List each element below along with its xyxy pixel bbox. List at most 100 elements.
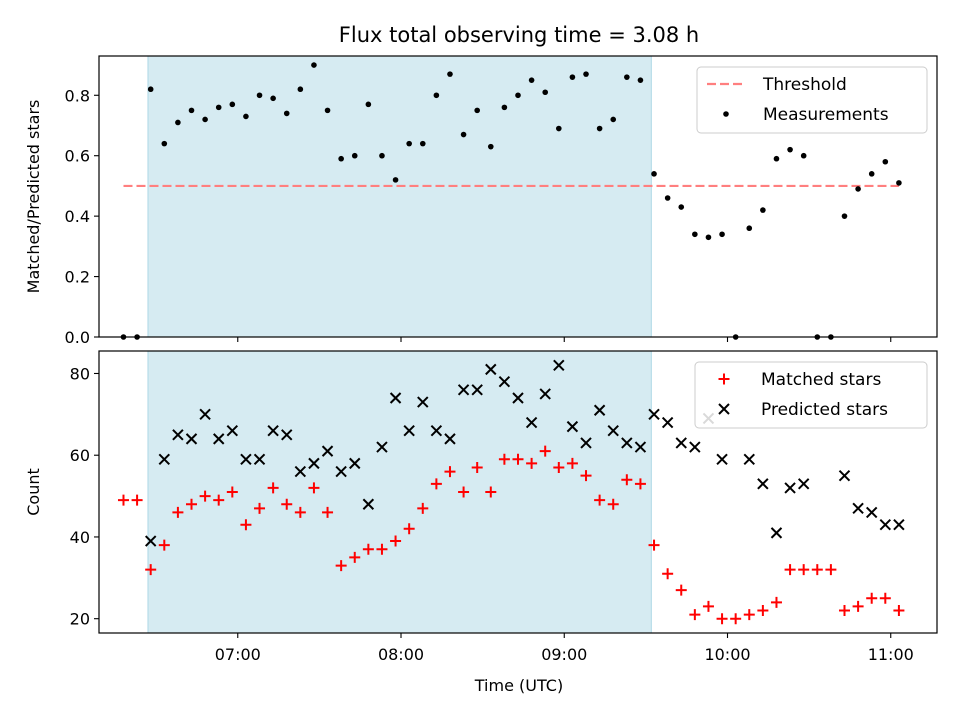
legend-x-swatch bbox=[718, 403, 730, 415]
data-point bbox=[689, 441, 701, 453]
legend-label: Predicted stars bbox=[761, 400, 888, 420]
figure-title: Flux total observing time = 3.08 h bbox=[339, 23, 699, 47]
data-point bbox=[838, 605, 850, 617]
bottom-panel: 07:00 08:00 09:00 10:00 11:00 20 40 60 80 Count Ma… bbox=[24, 350, 938, 664]
data-point bbox=[213, 494, 225, 506]
data-point bbox=[321, 445, 334, 457]
data-point bbox=[648, 539, 660, 551]
data-point bbox=[444, 466, 456, 478]
data-point bbox=[365, 101, 372, 108]
data-point bbox=[362, 543, 374, 555]
data-point bbox=[485, 486, 497, 498]
data-point bbox=[634, 478, 646, 490]
y-axis-label: Matched/Predicted stars bbox=[24, 100, 43, 294]
data-point bbox=[512, 392, 524, 404]
x-tick-label: 07:00 bbox=[215, 645, 261, 664]
data-point bbox=[882, 158, 889, 165]
data-point bbox=[240, 519, 252, 531]
data-point bbox=[308, 482, 320, 494]
data-point bbox=[390, 535, 402, 547]
data-point bbox=[226, 486, 238, 498]
data-point bbox=[175, 119, 181, 126]
data-point bbox=[661, 416, 674, 429]
data-point bbox=[213, 433, 225, 445]
data-point bbox=[474, 107, 480, 114]
data-point bbox=[419, 140, 426, 147]
data-point bbox=[349, 551, 361, 563]
x-tick-label: 08:00 bbox=[378, 645, 424, 664]
data-point bbox=[403, 523, 415, 535]
data-point bbox=[825, 564, 837, 576]
data-point bbox=[498, 453, 510, 465]
data-point bbox=[838, 469, 851, 482]
data-point bbox=[335, 465, 347, 478]
data-point bbox=[553, 461, 565, 473]
data-point bbox=[664, 195, 671, 201]
data-point bbox=[144, 535, 157, 547]
data-point bbox=[444, 433, 456, 445]
data-point bbox=[322, 506, 334, 518]
y-tick-label: 0.0 bbox=[65, 328, 90, 347]
series-measurements bbox=[120, 62, 902, 340]
data-point bbox=[716, 613, 728, 625]
y-tick-label: 0.8 bbox=[65, 86, 90, 105]
data-point bbox=[281, 498, 293, 510]
x-axis-label: Time (UTC) bbox=[474, 676, 563, 695]
legend-plus-swatch bbox=[718, 373, 730, 385]
data-point bbox=[607, 424, 619, 437]
data-point bbox=[580, 437, 592, 449]
legend-label: Threshold bbox=[762, 75, 847, 95]
data-point bbox=[324, 107, 331, 114]
data-point bbox=[457, 384, 470, 396]
data-point bbox=[335, 560, 347, 572]
data-point bbox=[760, 207, 766, 213]
data-point bbox=[705, 234, 712, 241]
top-panel: 0.0 0.2 0.4 0.6 0.8 Matched/Predicted stars Th… bbox=[24, 55, 938, 347]
data-point bbox=[852, 600, 864, 612]
data-point bbox=[403, 424, 415, 437]
data-point bbox=[338, 155, 344, 162]
data-point bbox=[773, 155, 780, 162]
data-point bbox=[188, 107, 195, 114]
data-point bbox=[256, 92, 263, 99]
data-point bbox=[161, 140, 168, 147]
series-matched-stars bbox=[117, 445, 905, 625]
data-point bbox=[596, 125, 603, 132]
data-point bbox=[229, 101, 236, 108]
data-point bbox=[199, 408, 211, 421]
data-point bbox=[539, 388, 551, 400]
data-point bbox=[297, 86, 304, 93]
data-point bbox=[283, 110, 290, 117]
data-point bbox=[746, 225, 753, 232]
data-point bbox=[158, 539, 170, 551]
data-point bbox=[525, 416, 538, 429]
data-point bbox=[215, 104, 222, 111]
data-point bbox=[556, 125, 562, 132]
data-point bbox=[186, 498, 198, 510]
data-point bbox=[757, 478, 769, 490]
data-point bbox=[460, 131, 467, 138]
data-point bbox=[512, 453, 524, 465]
data-point bbox=[226, 424, 239, 437]
data-point bbox=[147, 86, 154, 93]
data-point bbox=[308, 457, 320, 470]
data-point bbox=[539, 445, 551, 457]
data-point bbox=[770, 527, 783, 539]
data-point bbox=[610, 116, 617, 123]
data-point bbox=[692, 231, 698, 238]
data-point bbox=[485, 363, 497, 376]
data-point bbox=[311, 62, 317, 68]
data-point bbox=[158, 453, 171, 466]
data-point bbox=[757, 605, 769, 617]
data-point bbox=[430, 424, 443, 437]
data-point bbox=[430, 478, 442, 490]
data-point bbox=[243, 113, 249, 120]
data-point bbox=[879, 518, 892, 531]
data-point bbox=[526, 457, 538, 469]
data-point bbox=[743, 609, 755, 621]
y-tick-label: 40 bbox=[70, 528, 90, 547]
data-point bbox=[593, 404, 606, 416]
data-point bbox=[253, 453, 266, 466]
data-point bbox=[406, 140, 412, 147]
